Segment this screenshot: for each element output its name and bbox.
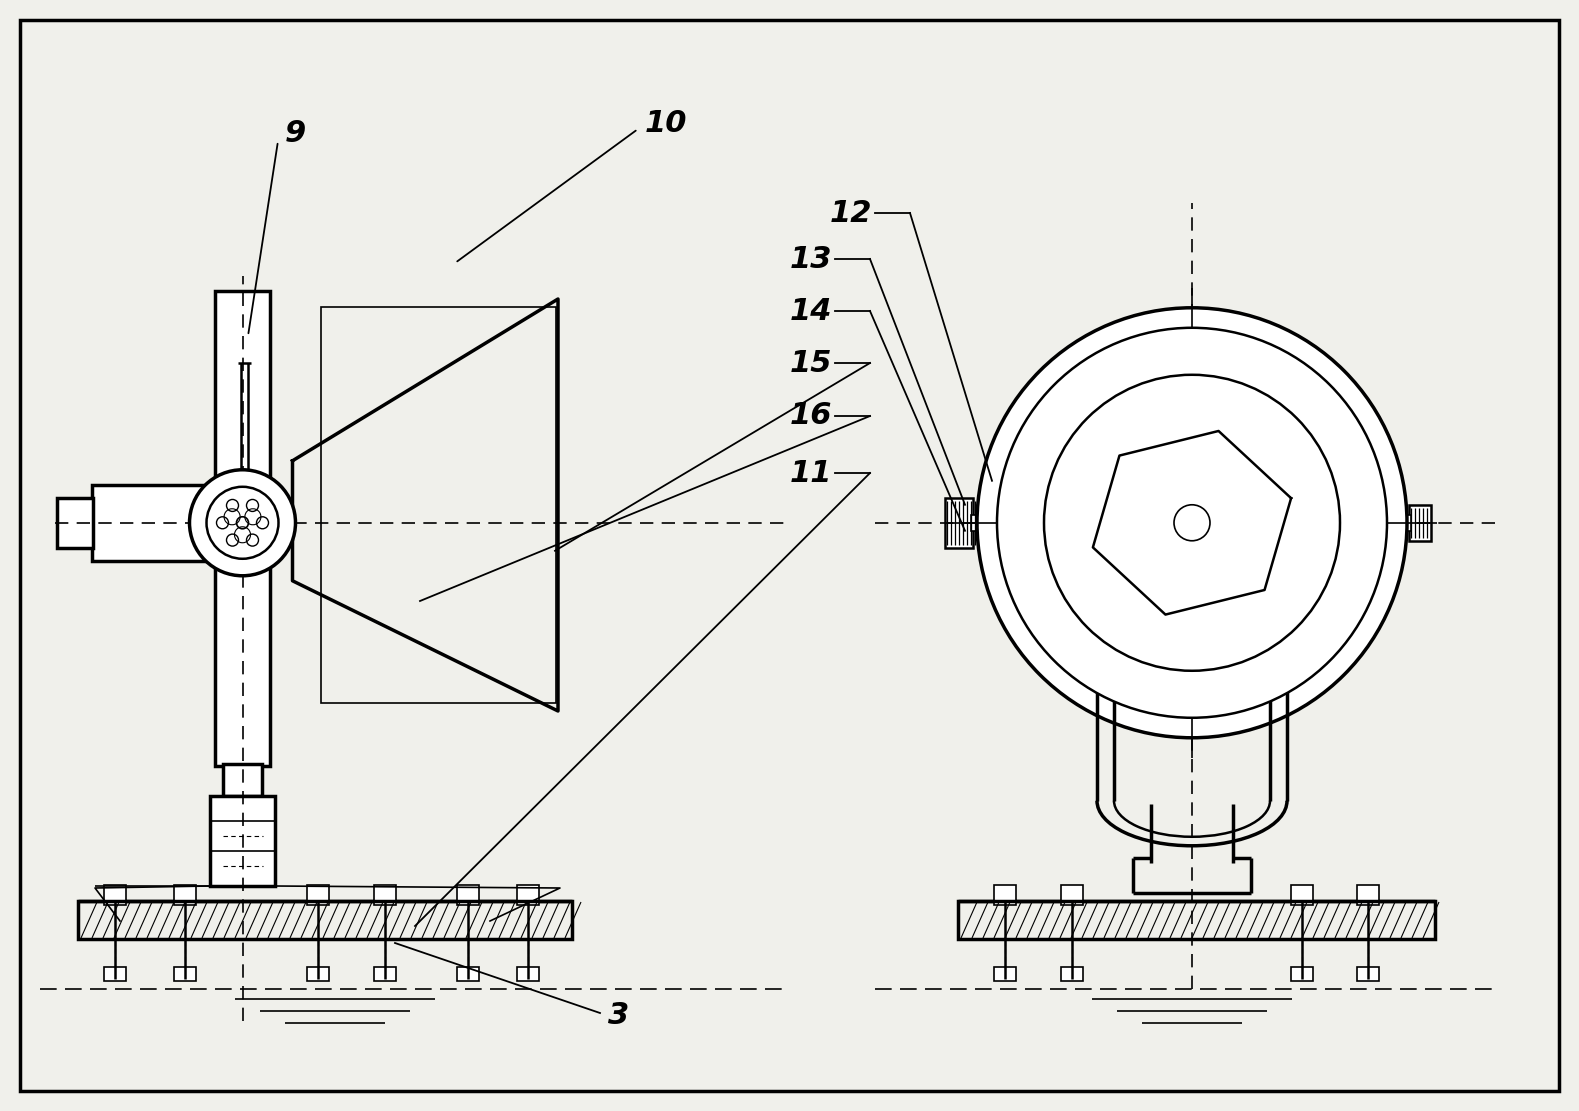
Bar xyxy=(104,967,126,981)
Bar xyxy=(456,885,478,905)
Bar xyxy=(1292,967,1314,981)
Bar xyxy=(995,885,1015,905)
Bar xyxy=(374,967,396,981)
Bar xyxy=(174,885,196,905)
Bar xyxy=(1356,885,1378,905)
Circle shape xyxy=(226,500,238,511)
Bar xyxy=(1356,967,1378,981)
Bar xyxy=(174,967,196,981)
Circle shape xyxy=(256,517,268,529)
Circle shape xyxy=(189,470,295,575)
Bar xyxy=(516,885,538,905)
Circle shape xyxy=(216,517,229,529)
Bar xyxy=(215,291,270,765)
Circle shape xyxy=(207,487,278,559)
Bar xyxy=(104,885,126,905)
Bar xyxy=(456,967,478,981)
Circle shape xyxy=(246,500,259,511)
Text: 10: 10 xyxy=(644,109,687,138)
Bar xyxy=(1061,885,1083,905)
Bar xyxy=(971,514,984,531)
Text: 14: 14 xyxy=(790,297,832,326)
Text: 9: 9 xyxy=(284,119,306,148)
Text: 15: 15 xyxy=(790,349,832,378)
Circle shape xyxy=(996,328,1386,718)
Bar xyxy=(958,901,1435,939)
Bar xyxy=(306,967,328,981)
Circle shape xyxy=(237,517,248,529)
Bar xyxy=(1061,967,1083,981)
Bar xyxy=(223,764,262,795)
Bar xyxy=(1401,514,1412,531)
Text: 12: 12 xyxy=(829,199,872,228)
Text: 13: 13 xyxy=(790,244,832,273)
Bar xyxy=(57,498,93,548)
Bar xyxy=(1292,885,1314,905)
Bar xyxy=(944,498,973,548)
Circle shape xyxy=(246,534,259,547)
Bar xyxy=(306,885,328,905)
Circle shape xyxy=(226,534,238,547)
Circle shape xyxy=(1044,374,1341,671)
Text: 11: 11 xyxy=(790,459,832,488)
Bar xyxy=(374,885,396,905)
Circle shape xyxy=(1175,504,1210,541)
Bar xyxy=(1408,504,1431,541)
Bar xyxy=(92,484,216,561)
Circle shape xyxy=(977,308,1407,738)
Bar xyxy=(321,307,556,703)
Bar xyxy=(995,967,1015,981)
Text: 16: 16 xyxy=(790,401,832,430)
Text: 3: 3 xyxy=(608,1001,630,1031)
Bar xyxy=(516,967,538,981)
Bar xyxy=(77,901,572,939)
Bar xyxy=(210,795,275,885)
